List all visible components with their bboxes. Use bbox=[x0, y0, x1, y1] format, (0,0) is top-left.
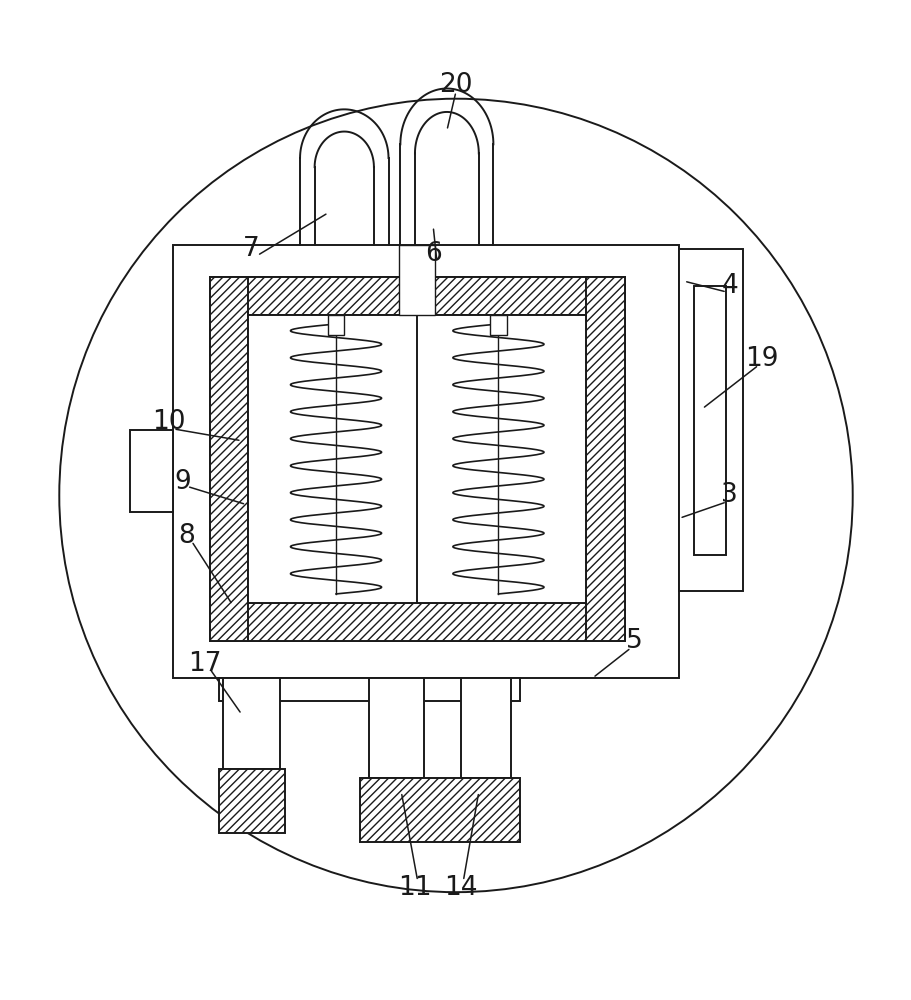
Text: 4: 4 bbox=[721, 273, 737, 299]
Bar bbox=[248, 315, 586, 603]
Bar bbox=[327, 315, 343, 335]
Bar bbox=[223, 678, 280, 769]
Bar bbox=[693, 286, 725, 555]
Bar bbox=[360, 778, 519, 842]
Bar bbox=[129, 430, 173, 512]
Bar bbox=[490, 315, 507, 335]
Bar bbox=[210, 277, 624, 641]
Text: 3: 3 bbox=[721, 482, 737, 508]
Text: 10: 10 bbox=[152, 409, 185, 435]
Bar bbox=[219, 769, 284, 833]
Text: 6: 6 bbox=[425, 241, 441, 267]
Text: 8: 8 bbox=[179, 523, 195, 549]
Text: 14: 14 bbox=[444, 875, 476, 901]
Text: 20: 20 bbox=[439, 72, 472, 98]
Text: 11: 11 bbox=[398, 875, 431, 901]
Bar bbox=[679, 249, 742, 591]
Text: 7: 7 bbox=[242, 236, 259, 262]
Bar bbox=[586, 277, 624, 641]
Text: 5: 5 bbox=[625, 628, 641, 654]
Bar bbox=[460, 678, 510, 778]
Bar bbox=[173, 245, 679, 678]
Bar bbox=[369, 678, 424, 778]
Text: 17: 17 bbox=[189, 651, 221, 677]
Bar bbox=[219, 678, 519, 701]
Bar bbox=[210, 277, 248, 641]
Text: 19: 19 bbox=[744, 346, 777, 372]
Bar bbox=[398, 245, 435, 315]
Bar bbox=[210, 277, 624, 315]
Text: 9: 9 bbox=[174, 469, 190, 495]
Bar bbox=[210, 603, 624, 641]
